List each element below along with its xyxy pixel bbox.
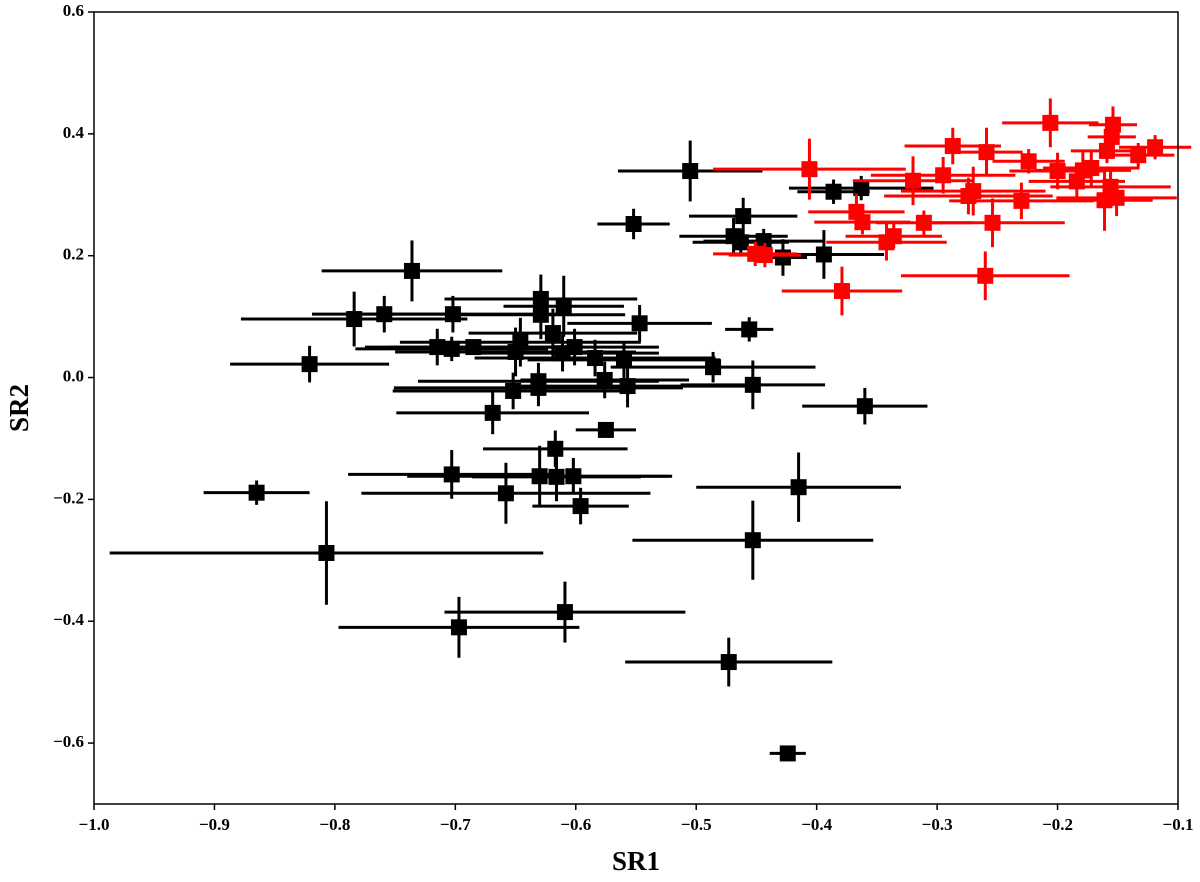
point <box>631 315 648 332</box>
point <box>744 376 761 393</box>
point <box>450 619 467 636</box>
y-axis-label: SR2 <box>4 384 34 432</box>
point <box>587 350 604 367</box>
point <box>815 246 832 263</box>
x-tick-label: −0.7 <box>440 815 471 834</box>
point <box>1049 163 1066 180</box>
point <box>497 485 514 502</box>
point <box>977 267 994 284</box>
point <box>825 183 842 200</box>
point <box>619 378 636 395</box>
point <box>512 334 529 351</box>
point <box>615 351 632 368</box>
point <box>915 214 932 231</box>
point <box>532 290 549 307</box>
point <box>376 306 393 323</box>
point <box>682 163 699 180</box>
point <box>705 359 722 376</box>
point <box>565 468 582 485</box>
point <box>744 532 761 549</box>
point <box>572 498 589 515</box>
point <box>790 479 807 496</box>
y-tick-label: 0.6 <box>63 1 84 20</box>
point <box>554 345 571 362</box>
x-tick-label: −0.9 <box>199 815 230 834</box>
point <box>735 208 752 225</box>
y-tick-label: 0.2 <box>63 245 84 264</box>
point <box>429 339 446 356</box>
x-tick-label: −1.0 <box>79 815 110 834</box>
x-tick-label: −0.2 <box>1042 815 1073 834</box>
point <box>530 379 547 396</box>
point <box>885 228 902 245</box>
x-tick-label: −0.5 <box>681 815 712 834</box>
point <box>1096 192 1113 209</box>
point <box>465 339 482 356</box>
y-tick-label: −0.2 <box>53 488 84 507</box>
point <box>905 172 922 189</box>
point <box>935 167 952 184</box>
point <box>484 404 501 421</box>
point <box>944 138 961 155</box>
x-tick-label: −0.8 <box>319 815 350 834</box>
point <box>1103 128 1120 145</box>
point <box>965 183 982 200</box>
point <box>596 371 613 388</box>
point <box>978 144 995 161</box>
point <box>732 234 749 251</box>
x-axis-label: SR1 <box>612 846 660 876</box>
point <box>1013 192 1030 209</box>
point <box>801 161 818 178</box>
x-tick-label: −0.3 <box>922 815 953 834</box>
point <box>1098 142 1115 159</box>
point <box>984 214 1001 231</box>
point <box>1130 147 1147 164</box>
point <box>756 247 773 264</box>
point <box>505 382 522 399</box>
point <box>566 339 583 356</box>
point <box>1104 116 1121 133</box>
point <box>544 325 561 342</box>
point <box>854 214 871 231</box>
point <box>625 216 642 233</box>
point <box>774 249 791 266</box>
point <box>346 311 363 328</box>
point <box>1083 159 1100 176</box>
y-tick-label: −0.6 <box>53 732 84 751</box>
point <box>1020 153 1037 170</box>
x-tick-label: −0.6 <box>560 815 591 834</box>
point <box>856 398 873 415</box>
x-tick-label: −0.1 <box>1163 815 1194 834</box>
point <box>755 233 772 250</box>
point <box>443 340 460 357</box>
point <box>532 306 549 323</box>
point <box>531 468 548 485</box>
y-tick-label: −0.4 <box>53 610 84 629</box>
point <box>444 306 461 323</box>
point <box>248 484 265 501</box>
x-tick-label: −0.4 <box>801 815 832 834</box>
point <box>548 468 565 485</box>
point <box>720 654 737 671</box>
point <box>1147 139 1164 156</box>
plot-frame <box>93 11 1179 805</box>
point <box>1042 114 1059 131</box>
point <box>555 298 572 315</box>
point <box>403 262 420 279</box>
y-tick-label: 0.4 <box>63 123 85 142</box>
point <box>443 466 460 483</box>
point <box>597 421 614 438</box>
point <box>301 356 318 373</box>
point <box>853 180 870 197</box>
y-tick-label: 0.0 <box>63 366 84 385</box>
point <box>318 544 335 561</box>
point <box>547 440 564 457</box>
point <box>741 321 758 338</box>
point <box>833 283 850 300</box>
point <box>1108 189 1125 206</box>
point <box>556 604 573 621</box>
point <box>779 745 796 762</box>
